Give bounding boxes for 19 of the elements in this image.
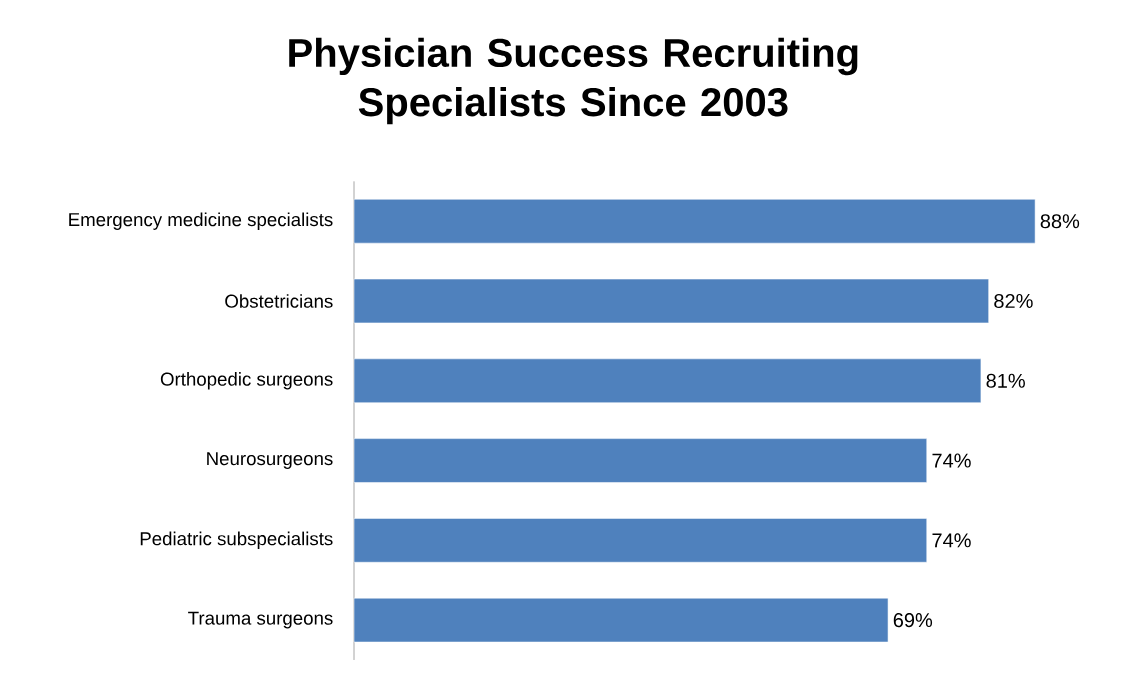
y-tick-label: Obstetricians — [225, 294, 333, 308]
bar — [353, 518, 928, 563]
data-label: 74% — [932, 533, 971, 548]
bar — [353, 199, 1036, 244]
y-tick-label: Neurosurgeons — [207, 452, 333, 469]
bar — [353, 597, 889, 643]
data-label: 74% — [932, 453, 971, 468]
y-tick-label: Pediatric subspecialists — [140, 531, 333, 550]
bar — [353, 438, 928, 483]
y-tick-label: Trauma surgeons — [188, 611, 333, 629]
data-label: 88% — [1040, 214, 1080, 229]
bar — [353, 358, 982, 403]
data-label: 69% — [893, 613, 933, 628]
y-tick-label: Emergency medicine specialists — [69, 212, 333, 230]
chart-title: Physician Success Recruiting Specialists Since 2003 — [289, 37, 858, 125]
data-label: 82% — [994, 293, 1033, 309]
y-tick-label: Orthopedic surgeons — [160, 372, 333, 390]
bar — [353, 278, 989, 324]
data-label: 81% — [986, 373, 1025, 388]
